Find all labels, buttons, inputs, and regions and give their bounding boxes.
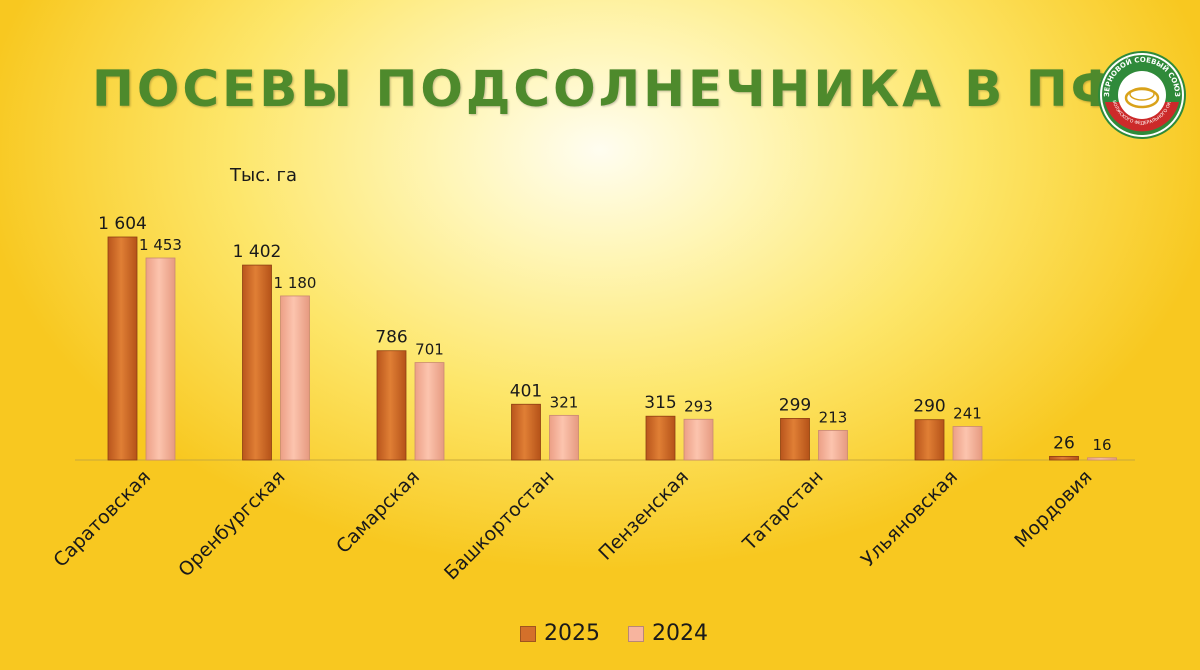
- bar-2025-4: [511, 403, 541, 461]
- category-label-5: Пензенская: [594, 466, 693, 565]
- data-label-2024-1: 1 453: [139, 236, 182, 254]
- bar-2025-6: [780, 418, 810, 461]
- bar-2024-7: [952, 426, 983, 461]
- category-label-4: Башкортостан: [440, 466, 558, 584]
- legend-label-2025: 2025: [544, 621, 600, 646]
- bar-2025-8: [1049, 455, 1079, 461]
- data-label-2024-8: 16: [1092, 436, 1111, 454]
- data-label-2025-3: 786: [375, 328, 407, 348]
- bar-2025-1: [107, 236, 138, 461]
- bar-2024-5: [683, 418, 714, 461]
- legend-swatch-2024: [628, 625, 644, 642]
- bar-2025-7: [914, 419, 945, 461]
- data-label-2025-6: 299: [779, 395, 811, 415]
- data-label-2025-5: 315: [644, 393, 676, 413]
- data-label-2025-2: 1 402: [233, 242, 282, 262]
- data-label-2025-8: 26: [1053, 433, 1075, 453]
- data-label-2025-7: 290: [913, 397, 945, 417]
- data-label-2024-3: 701: [415, 341, 444, 359]
- category-label-2: Оренбургская: [174, 466, 289, 581]
- bar-2024-4: [549, 414, 579, 461]
- legend-label-2024: 2024: [652, 621, 708, 646]
- legend-swatch-2025: [520, 625, 536, 642]
- data-label-2024-7: 241: [953, 404, 982, 422]
- data-label-2024-4: 321: [550, 393, 579, 411]
- category-label-1: Саратовская: [49, 466, 155, 572]
- bar-2024-3: [414, 362, 445, 461]
- data-label-2024-5: 293: [684, 397, 713, 415]
- data-label-2025-1: 1 604: [98, 214, 147, 234]
- category-label-7: Ульяновская: [857, 466, 962, 571]
- bar-2025-3: [376, 350, 407, 461]
- category-label-6: Татарстан: [738, 466, 828, 556]
- category-label-3: Самарская: [332, 466, 424, 558]
- category-label-8: Мордовия: [1010, 466, 1096, 552]
- bar-2024-6: [818, 429, 848, 461]
- data-label-2024-6: 213: [819, 408, 848, 426]
- logo-seal: ЗЕРНОВОЙ СОЕВЫЙ СОЮЗ ПРИВОЛЖСКОГО ФЕДЕРА…: [1097, 50, 1186, 139]
- data-label-2025-4: 401: [510, 381, 542, 401]
- legend-item-2024: 2024: [628, 621, 708, 646]
- bar-2025-5: [645, 415, 676, 461]
- data-label-2024-2: 1 180: [274, 274, 317, 292]
- bar-2024-2: [280, 295, 310, 461]
- legend-item-2025: 2025: [520, 621, 600, 646]
- bar-2024-8: [1087, 457, 1117, 461]
- bar-2024-1: [145, 257, 176, 461]
- chart-title: ПОСЕВЫ ПОДСОЛНЕЧНИКА В ПФО: [92, 60, 1169, 118]
- unit-label: Тыс. га: [230, 165, 298, 186]
- bar-2025-2: [242, 264, 272, 461]
- legend: 2025 2024: [520, 621, 736, 646]
